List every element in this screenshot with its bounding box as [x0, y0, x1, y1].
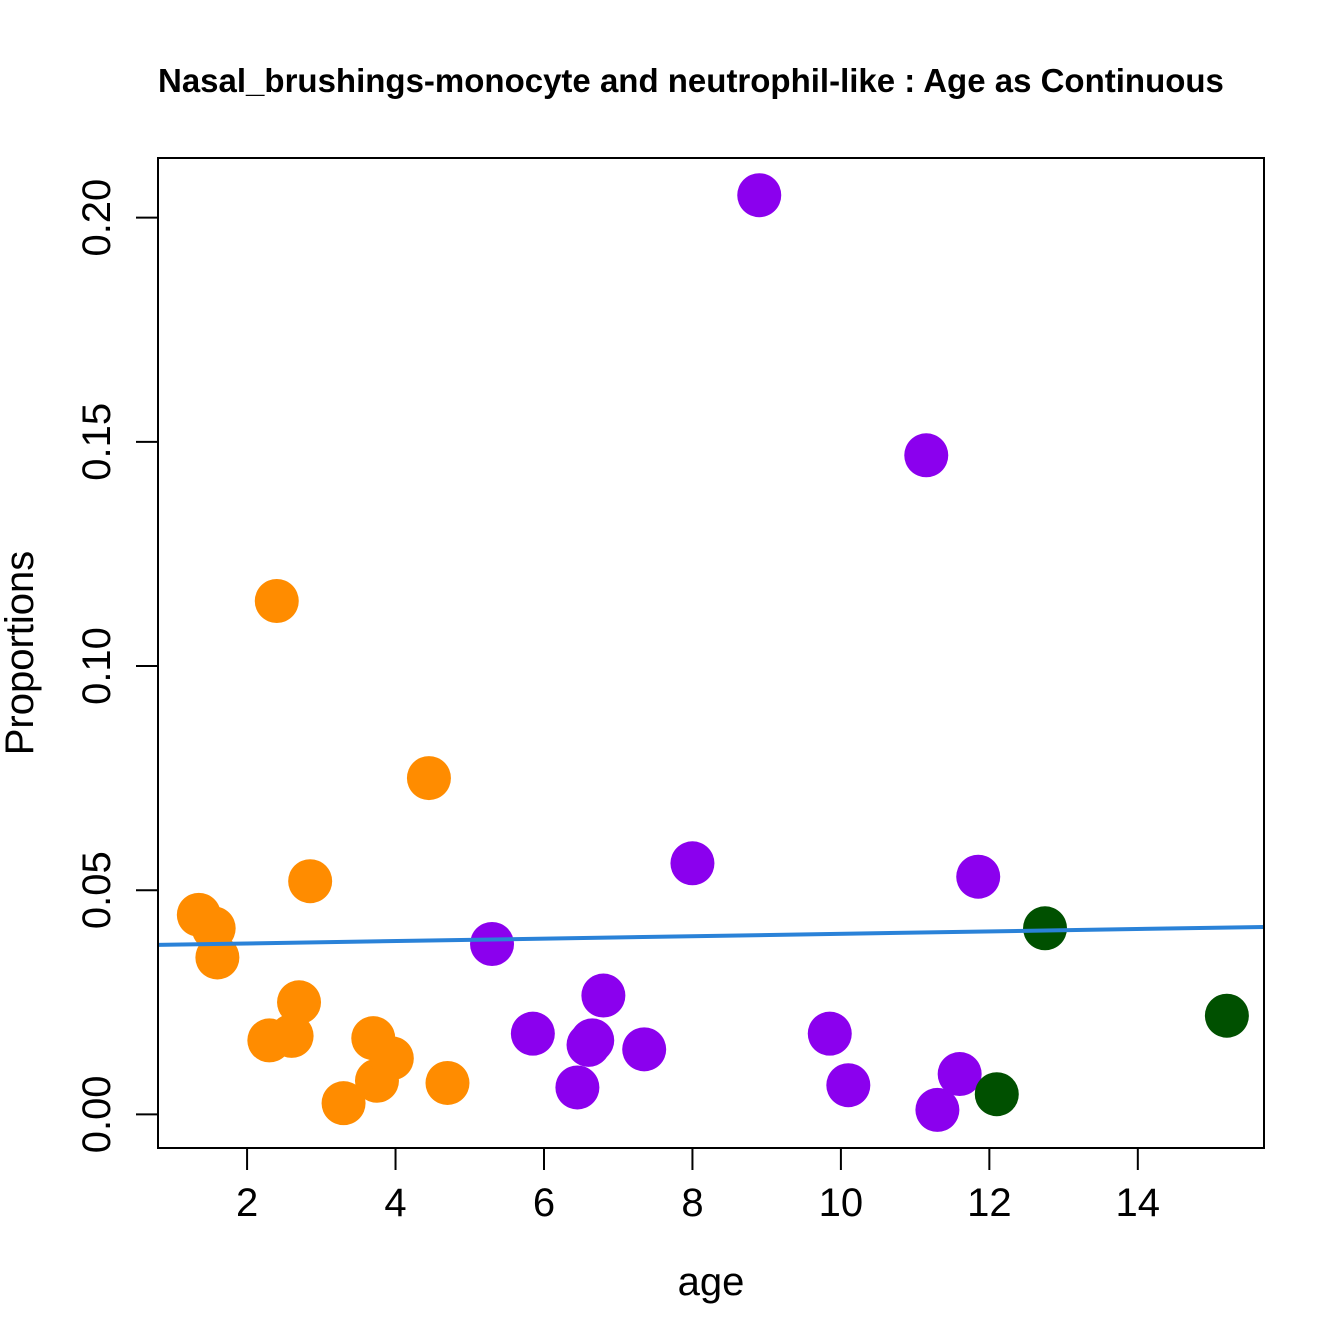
x-tick-label: 2 [236, 1181, 258, 1225]
data-point [288, 859, 333, 904]
data-point [670, 841, 715, 886]
data-point [570, 1018, 615, 1063]
y-tick-label: 0.15 [75, 403, 119, 481]
data-point [937, 1052, 982, 1097]
y-tick-label: 0.20 [75, 179, 119, 257]
regression-line [157, 924, 1265, 947]
data-point [269, 1013, 314, 1058]
axes: 2 4 6 8 10 12 14 0.00 0.05 0.10 0.15 0.20 [75, 179, 1160, 1225]
data-point [555, 1065, 600, 1110]
data-point [581, 973, 626, 1018]
data-point [915, 1087, 960, 1132]
data-point [321, 1081, 366, 1126]
plot-frame [157, 157, 1265, 1149]
x-tick-label: 14 [1116, 1181, 1161, 1225]
data-point [1023, 906, 1068, 951]
x-tick-label: 4 [384, 1181, 406, 1225]
x-tick-label: 8 [681, 1181, 703, 1225]
data-point [425, 1060, 470, 1105]
y-tick-label: 0.00 [75, 1075, 119, 1153]
data-point [510, 1011, 555, 1056]
x-axis-label: age [678, 1260, 745, 1304]
data-point [470, 921, 515, 966]
y-tick-label: 0.05 [75, 851, 119, 929]
data-point [277, 980, 322, 1025]
y-tick-label: 0.10 [75, 627, 119, 705]
data-point [974, 1072, 1019, 1117]
data-point [1204, 993, 1249, 1038]
data-point [807, 1011, 852, 1056]
data-point [406, 756, 451, 801]
y-axis-label: Proportions [0, 551, 42, 756]
data-point [195, 935, 240, 980]
chart-title: Nasal_brushings-monocyte and neutrophil-… [158, 62, 1224, 99]
data-point [737, 173, 782, 218]
data-point [369, 1036, 414, 1081]
data-point [622, 1027, 667, 1072]
data-point [826, 1063, 871, 1108]
data-point [254, 578, 299, 623]
data-point [904, 433, 949, 478]
x-tick-label: 10 [819, 1181, 864, 1225]
x-tick-label: 12 [967, 1181, 1012, 1225]
x-tick-label: 6 [533, 1181, 555, 1225]
data-point [956, 854, 1001, 899]
